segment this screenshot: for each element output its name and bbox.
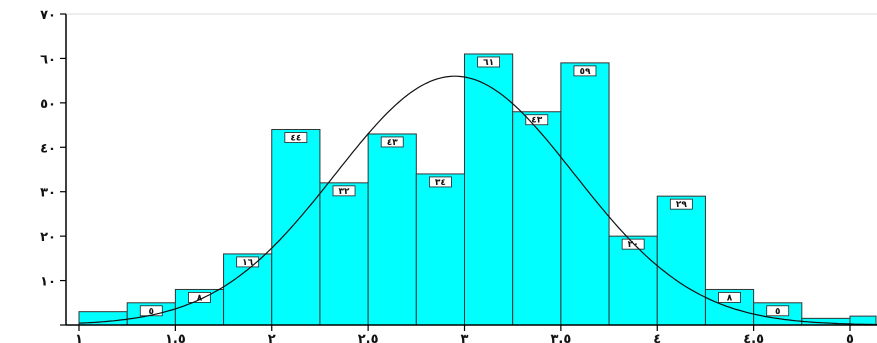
bar-label-box [766, 305, 790, 317]
bar-value-label: ٥ [139, 305, 163, 317]
bar-value-label: ١٦ [236, 256, 260, 268]
bar-label-box [669, 198, 693, 210]
bars-group: ٥ ٨ ١٦ ٤٤ ٣٢ ٤٣ ٣٤ ٦١ ٤٣ ٥٩ ٢٠ ٢٩ ٨ ٥ [78, 53, 877, 326]
bar-label-text: ٥ [775, 307, 781, 317]
bar-value-label: ٣٢ [332, 185, 356, 197]
bar-label-box [236, 256, 260, 268]
bar-label-text: ١٦ [242, 258, 253, 268]
bar-label-box [188, 292, 211, 303]
y-tick-label: ٦٠ [40, 52, 56, 67]
bar-value-label: ٤٤ [284, 132, 308, 144]
x-tick-label: ٥ [846, 332, 854, 343]
bar-value-label: ٥ [766, 305, 790, 317]
bar-value-label: ٥٩ [573, 65, 597, 77]
bar-label-box [139, 305, 163, 317]
bar-label-box [573, 65, 597, 77]
bar-label-text: ٥ [149, 307, 155, 317]
y-tick-label: ٥٠ [40, 97, 56, 112]
y-tick-label: ٢٠ [40, 230, 56, 245]
bar-label-box [380, 136, 404, 148]
x-tick-label: ٤.٥ [743, 332, 764, 343]
bar-value-label: ٤٣ [380, 136, 404, 148]
bar-value-label: ٢٠ [621, 238, 645, 250]
bar-label-box [718, 292, 741, 303]
y-tick-label: ١٠ [40, 275, 56, 290]
histogram-bar [464, 53, 514, 326]
bar-label-text: ٣٤ [435, 178, 446, 188]
histogram-bar [319, 182, 369, 326]
bar-label-text: ٤٣ [387, 138, 398, 148]
y-tick-label: ٧٠ [40, 8, 56, 23]
histogram-bar [415, 173, 465, 326]
y-tick-label: ٣٠ [40, 186, 56, 201]
x-tick-label: ٢ [268, 332, 276, 343]
bar-value-label: ٣٤ [429, 176, 452, 188]
x-tick-label: ١ [75, 332, 83, 343]
bar-value-label: ٤٣ [525, 114, 549, 126]
bar-label-box [525, 114, 549, 126]
y-tick-label: ٤٠ [40, 141, 56, 156]
bar-label-text: ٥٩ [579, 67, 590, 77]
bar-value-label: ٨ [188, 292, 211, 303]
bar-label-box [477, 56, 500, 68]
bar-label-text: ٣٢ [339, 187, 350, 197]
histogram-bar [271, 129, 321, 326]
bar-label-text: ٨ [197, 293, 203, 303]
bar-value-label: ٨ [718, 292, 741, 303]
x-tick-label: ٣.٥ [550, 332, 571, 343]
histogram-bar [560, 62, 610, 326]
bar-label-box [429, 176, 452, 188]
bar-value-label: ٦١ [477, 56, 500, 68]
bar-label-text: ٤٤ [290, 134, 301, 144]
bar-label-text: ٢٠ [628, 240, 639, 250]
bar-label-box [621, 238, 645, 250]
bar-label-text: ٦١ [483, 58, 494, 68]
normal-curve [78, 75, 877, 326]
x-tick-label: ٣ [461, 332, 469, 343]
normal-curve-group [78, 75, 877, 326]
bar-label-text: ٤٣ [531, 116, 542, 126]
bar-label-text: ٨ [727, 293, 733, 303]
bar-label-box [332, 185, 356, 197]
bar-label-text: ٢٩ [676, 200, 687, 210]
histogram-bar [608, 235, 658, 326]
x-tick-label: ٤ [653, 332, 661, 343]
bar-value-label: ٢٩ [669, 198, 693, 210]
axes-group: ١٠ ٢٠ ٣٠ ٤٠ ٥٠ ٦٠ ٧٠ ١ ١.٥ ٢ ٢.٥ ٣ ٣.٥ ٤ ٤.٥ ٥ [40, 8, 877, 343]
bar-label-box [284, 132, 308, 143]
histogram-bar [656, 195, 706, 326]
x-tick-label: ٢.٥ [358, 332, 379, 343]
histogram-bar [512, 111, 562, 326]
histogram-bar [367, 133, 417, 326]
x-tick-label: ١.٥ [165, 332, 186, 343]
